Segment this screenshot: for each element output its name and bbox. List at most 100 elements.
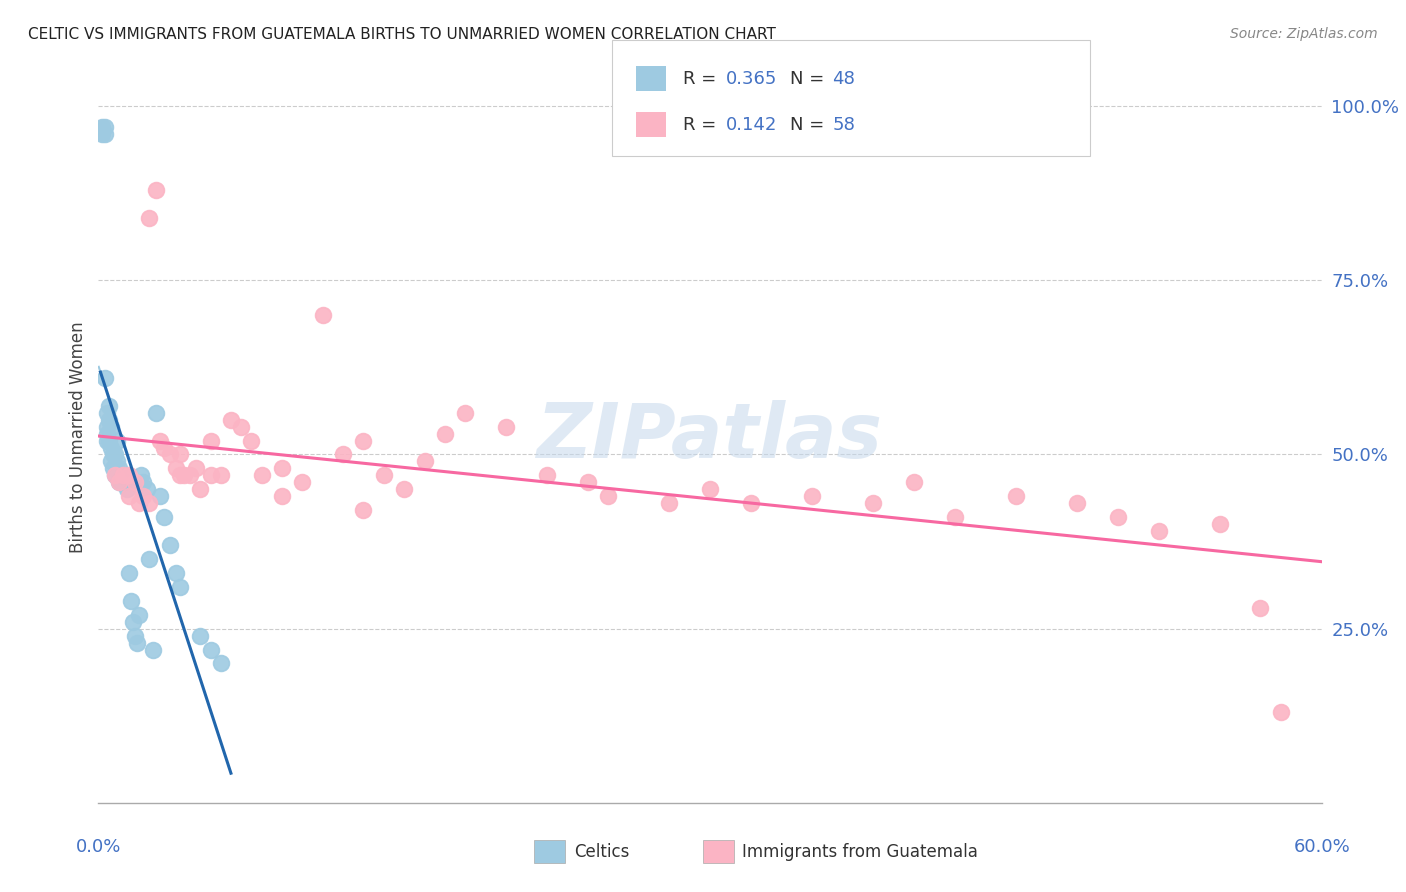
Text: ZIPatlas: ZIPatlas [537,401,883,474]
Point [89,123,111,137]
Point [413,454,436,468]
Point [291,475,314,490]
Point [122,615,145,629]
Text: 60.0%: 60.0% [1294,838,1350,856]
Point [104,468,127,483]
Text: R =: R = [683,70,723,87]
Point [124,629,146,643]
Point [576,475,599,490]
Point [96,419,118,434]
Point [120,594,142,608]
Point [454,406,477,420]
Text: R =: R = [683,116,723,134]
Point [159,538,181,552]
Point [352,434,374,448]
Point [138,496,160,510]
Text: 0.0%: 0.0% [76,838,121,856]
Point [209,657,232,671]
Point [1066,496,1088,510]
Point [658,496,681,510]
Point [434,426,457,441]
Point [495,419,517,434]
Point [93,120,115,134]
Point [1004,489,1026,503]
Point [149,489,172,503]
Point [536,468,558,483]
Point [108,461,131,475]
Point [312,308,335,322]
Point [740,496,762,510]
Text: 58: 58 [832,116,855,134]
Point [145,406,167,420]
Point [200,468,222,483]
Point [105,454,128,468]
Point [100,441,122,455]
Point [200,434,222,448]
Point [132,489,155,503]
Point [231,419,253,434]
Point [240,434,263,448]
Point [128,607,150,622]
Point [188,483,212,497]
Point [96,426,118,441]
Point [118,566,141,580]
Point [943,510,966,524]
Point [124,475,146,490]
Point [93,127,115,141]
Point [138,211,160,225]
Point [1107,510,1129,524]
Point [1147,524,1170,538]
Point [352,503,374,517]
Point [173,468,195,483]
Point [188,629,212,643]
Point [108,475,131,490]
Point [1209,517,1232,532]
Point [165,566,187,580]
Point [209,468,232,483]
Point [152,441,174,455]
Text: N =: N = [790,70,830,87]
Point [91,120,114,134]
Text: 0.142: 0.142 [725,116,778,134]
Point [152,510,174,524]
Point [149,434,172,448]
Point [1270,705,1292,719]
Point [118,489,141,503]
Point [96,406,118,420]
Point [111,468,134,483]
Point [97,412,120,426]
Point [132,475,155,490]
Point [186,461,208,475]
Text: Immigrants from Guatemala: Immigrants from Guatemala [742,843,979,861]
Point [1249,600,1271,615]
Point [105,434,128,448]
Text: CELTIC VS IMMIGRANTS FROM GUATEMALA BIRTHS TO UNMARRIED WOMEN CORRELATION CHART: CELTIC VS IMMIGRANTS FROM GUATEMALA BIRT… [28,27,776,42]
Y-axis label: Births to Unmarried Women: Births to Unmarried Women [69,321,87,553]
Point [862,496,884,510]
Text: 0.365: 0.365 [725,70,778,87]
Point [801,489,824,503]
Point [270,489,294,503]
Point [97,434,120,448]
Text: Source: ZipAtlas.com: Source: ZipAtlas.com [1230,27,1378,41]
Point [169,580,191,594]
Point [699,483,721,497]
Point [169,468,191,483]
Point [93,371,115,385]
Point [145,183,167,197]
Point [104,468,127,483]
Text: N =: N = [790,116,830,134]
Point [598,489,620,503]
Point [114,475,136,490]
Point [100,454,122,468]
Point [118,468,141,483]
Point [128,496,150,510]
Point [138,552,160,566]
Point [96,434,118,448]
Point [392,483,416,497]
Text: 48: 48 [832,70,855,87]
Point [111,468,134,483]
Point [101,461,124,475]
Point [179,468,201,483]
Point [136,483,159,497]
